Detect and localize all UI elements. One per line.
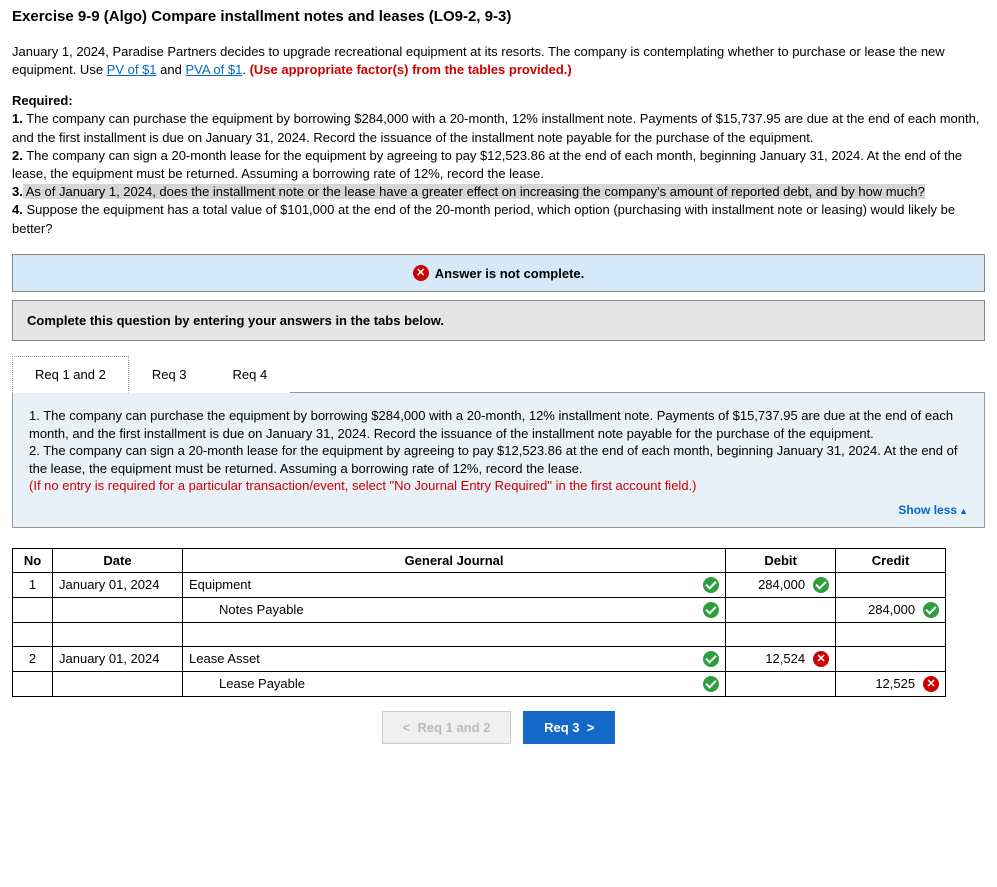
nav-row: < Req 1 and 2 Req 3 > — [12, 711, 985, 744]
tab-panel-req-1-2: 1. The company can purchase the equipmen… — [12, 393, 985, 528]
th-debit: Debit — [726, 548, 836, 572]
cell-date[interactable] — [53, 597, 183, 622]
cell-no: 1 — [13, 572, 53, 597]
intro-paragraph: January 1, 2024, Paradise Partners decid… — [12, 43, 985, 79]
cell-credit[interactable] — [836, 646, 946, 671]
tab-req-3[interactable]: Req 3 — [129, 356, 210, 393]
cell-account[interactable]: Lease Asset — [183, 646, 726, 671]
x-icon: ✕ — [923, 676, 939, 692]
th-date: Date — [53, 548, 183, 572]
cell-account[interactable]: Notes Payable — [183, 597, 726, 622]
triangle-up-icon: ▲ — [959, 506, 968, 516]
panel-p1: 1. The company can purchase the equipmen… — [29, 407, 968, 442]
nav-next-button[interactable]: Req 3 > — [523, 711, 615, 744]
cell-date[interactable]: January 01, 2024 — [53, 572, 183, 597]
table-row: 1January 01, 2024Equipment284,000 — [13, 572, 946, 597]
req-4: 4. Suppose the equipment has a total val… — [12, 201, 985, 237]
cell-debit[interactable] — [726, 671, 836, 696]
cell-date[interactable] — [53, 671, 183, 696]
cell-no — [13, 597, 53, 622]
cell-debit[interactable] — [726, 622, 836, 646]
intro-red-note: (Use appropriate factor(s) from the tabl… — [250, 62, 572, 77]
pv-of-1-link[interactable]: PV of $1 — [107, 62, 157, 77]
complete-instruction-banner: Complete this question by entering your … — [12, 300, 985, 341]
tab-req-1-2[interactable]: Req 1 and 2 — [12, 356, 129, 393]
nav-prev-button[interactable]: < Req 1 and 2 — [382, 711, 512, 744]
th-general-journal: General Journal — [183, 548, 726, 572]
panel-p2: 2. The company can sign a 20-month lease… — [29, 442, 968, 477]
th-credit: Credit — [836, 548, 946, 572]
cell-debit[interactable] — [726, 597, 836, 622]
required-list: 1. The company can purchase the equipmen… — [12, 110, 985, 237]
check-icon — [703, 577, 719, 593]
intro-text-mid: and — [157, 62, 186, 77]
table-row: Notes Payable 284,000 — [13, 597, 946, 622]
check-icon — [813, 577, 829, 593]
cell-credit[interactable] — [836, 622, 946, 646]
tab-bar: Req 1 and 2 Req 3 Req 4 — [12, 355, 985, 393]
cell-account[interactable]: Equipment — [183, 572, 726, 597]
cell-no — [13, 622, 53, 646]
table-row — [13, 622, 946, 646]
show-less-toggle[interactable]: Show less▲ — [29, 495, 968, 517]
req-3: 3. As of January 1, 2024, does the insta… — [12, 183, 985, 201]
check-icon — [923, 602, 939, 618]
incomplete-text: Answer is not complete. — [435, 266, 585, 281]
check-icon — [703, 676, 719, 692]
check-icon — [703, 602, 719, 618]
cell-credit[interactable] — [836, 572, 946, 597]
required-label: Required: — [12, 93, 985, 108]
cell-credit[interactable]: 12,525✕ — [836, 671, 946, 696]
answer-incomplete-banner: ✕ Answer is not complete. — [12, 254, 985, 293]
cell-account[interactable] — [183, 622, 726, 646]
x-icon: ✕ — [413, 265, 429, 281]
req-3-highlight: As of January 1, 2024, does the installm… — [23, 184, 925, 199]
chevron-right-icon: > — [587, 720, 595, 735]
cell-credit[interactable]: 284,000 — [836, 597, 946, 622]
cell-date[interactable]: January 01, 2024 — [53, 646, 183, 671]
intro-text-post: . — [242, 62, 249, 77]
req-2: 2. The company can sign a 20-month lease… — [12, 147, 985, 183]
cell-account[interactable]: Lease Payable — [183, 671, 726, 696]
journal-table: No Date General Journal Debit Credit 1Ja… — [12, 548, 946, 697]
x-icon: ✕ — [813, 651, 829, 667]
journal-table-wrap: No Date General Journal Debit Credit 1Ja… — [12, 548, 985, 697]
th-no: No — [13, 548, 53, 572]
panel-red-note: (If no entry is required for a particula… — [29, 477, 968, 495]
tab-req-4[interactable]: Req 4 — [210, 356, 291, 393]
table-row: 2January 01, 2024Lease Asset12,524✕ — [13, 646, 946, 671]
table-row: Lease Payable 12,525✕ — [13, 671, 946, 696]
pva-of-1-link[interactable]: PVA of $1 — [185, 62, 242, 77]
cell-no — [13, 671, 53, 696]
chevron-left-icon: < — [403, 720, 411, 735]
cell-no: 2 — [13, 646, 53, 671]
cell-debit[interactable]: 12,524✕ — [726, 646, 836, 671]
cell-debit[interactable]: 284,000 — [726, 572, 836, 597]
check-icon — [703, 651, 719, 667]
exercise-title: Exercise 9-9 (Algo) Compare installment … — [12, 8, 985, 25]
req-1: 1. The company can purchase the equipmen… — [12, 110, 985, 146]
cell-date[interactable] — [53, 622, 183, 646]
